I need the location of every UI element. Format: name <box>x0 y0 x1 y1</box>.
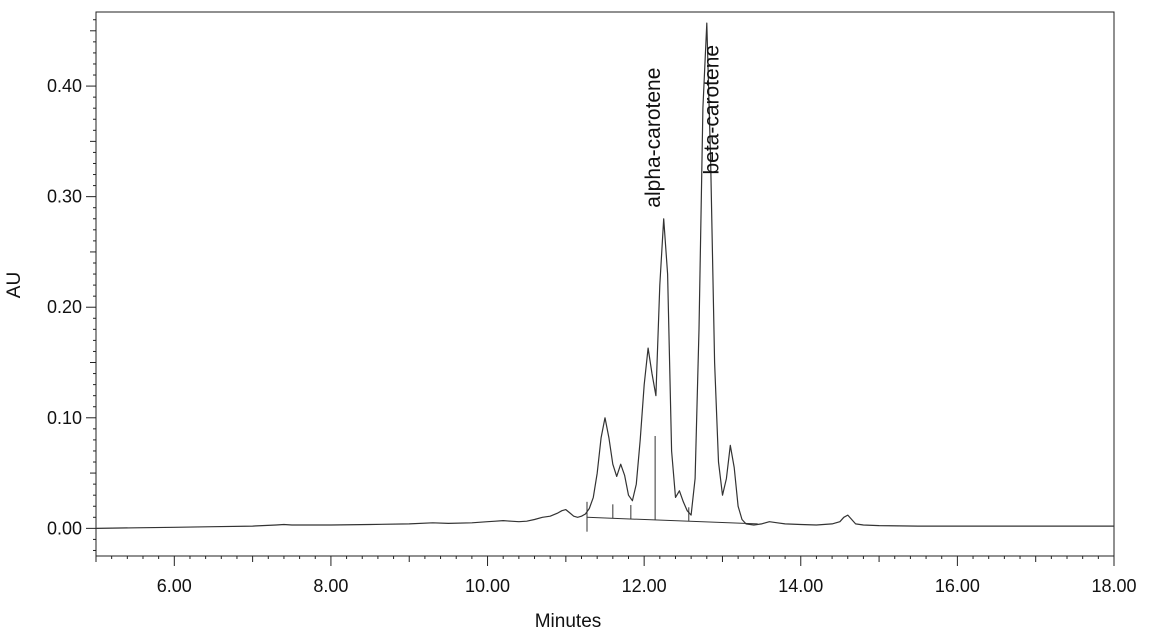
x-tick-label: 18.00 <box>1091 576 1136 596</box>
peak-label: alpha-carotene <box>642 68 665 208</box>
y-axis-title: AU <box>4 272 25 298</box>
y-tick-label: 0.40 <box>47 76 82 96</box>
y-axis: 0.00 0.10 0.20 0.30 0.40 <box>47 19 96 551</box>
x-axis-title: Minutes <box>535 611 602 632</box>
chromatogram-line <box>95 22 1114 529</box>
peak-annotations: alpha-carotene beta-carotene <box>642 45 724 208</box>
x-axis: 6.00 8.00 10.00 12.00 14.00 16.00 18.00 <box>95 556 1137 596</box>
x-tick-label: 16.00 <box>935 576 980 596</box>
integration-markers <box>586 435 690 532</box>
baseline-line <box>586 516 758 525</box>
y-tick-label: 0.20 <box>47 297 82 317</box>
x-tick-label: 10.00 <box>465 576 510 596</box>
plot-border <box>95 11 1115 557</box>
y-tick-label: 0.30 <box>47 187 82 207</box>
x-tick-label: 14.00 <box>778 576 823 596</box>
y-tick-label: 0.10 <box>47 408 82 428</box>
x-tick-label: 6.00 <box>157 576 192 596</box>
x-tick-label: 8.00 <box>313 576 348 596</box>
peak-label: beta-carotene <box>701 45 724 175</box>
y-tick-label: 0.00 <box>47 518 82 538</box>
plot-frame <box>95 11 1115 557</box>
integration-baseline <box>586 516 758 525</box>
series-layer <box>95 22 1114 529</box>
x-tick-label: 12.00 <box>622 576 667 596</box>
